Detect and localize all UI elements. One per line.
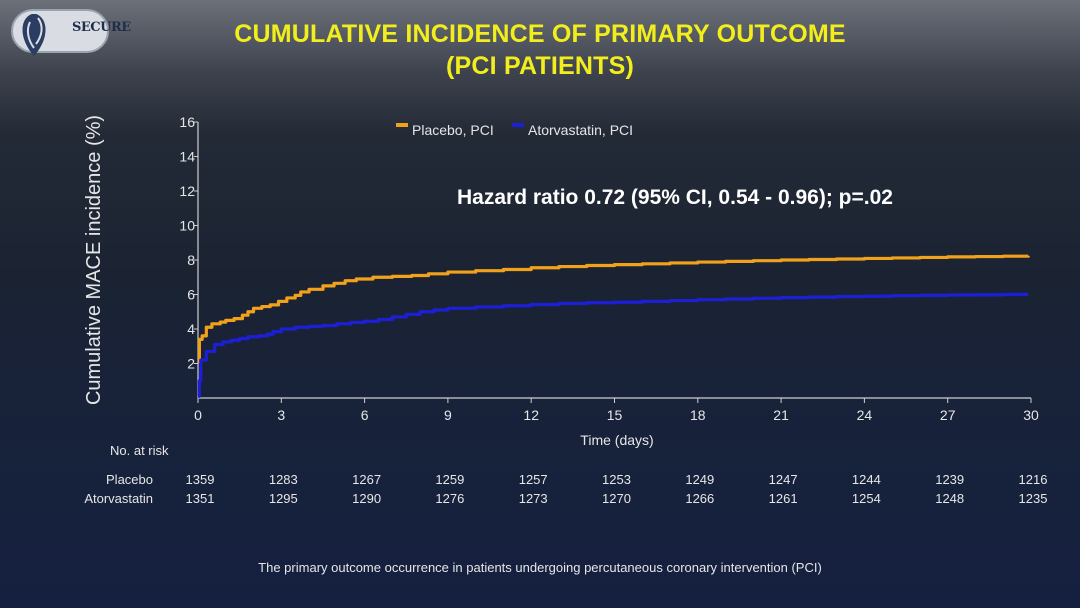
y-tick-label: 12	[179, 183, 195, 199]
x-tick-label: 12	[523, 407, 539, 423]
risk-count: 1235	[1018, 491, 1048, 506]
risk-count: 1244	[851, 472, 881, 487]
title-line-2: (PCI PATIENTS)	[446, 52, 634, 80]
slide-caption: The primary outcome occurrence in patien…	[258, 560, 822, 575]
risk-count: 1273	[518, 491, 548, 506]
legend-label: Placebo, PCI	[412, 122, 494, 138]
x-axis-label: Time (days)	[580, 432, 653, 448]
risk-count: 1261	[768, 491, 798, 506]
risk-count: 1259	[435, 472, 465, 487]
y-tick-label: 16	[179, 114, 195, 130]
x-tick-label: 0	[194, 407, 202, 423]
risk-count: 1351	[185, 491, 215, 506]
risk-count: 1359	[185, 472, 215, 487]
chart-series	[197, 254, 1030, 398]
risk-count: 1254	[851, 491, 881, 506]
x-tick-label: 21	[773, 407, 789, 423]
x-tick-label: 3	[277, 407, 285, 423]
secure-logo: SECURE	[10, 4, 131, 64]
chart-legend: Placebo, PCI Atorvastatin, PCI	[396, 122, 633, 138]
x-tick-label: 27	[940, 407, 956, 423]
heart-logo-icon	[11, 9, 109, 56]
y-tick-label: 6	[187, 287, 195, 303]
logo-text: SECURE	[72, 20, 131, 35]
risk-row-placebo: Placebo 1359 1283 1267 1259 1257 1253 1249 1247 1…	[0, 472, 1080, 490]
hazard-ratio-annotation: Hazard ratio 0.72 (95% CI, 0.54 - 0.96);…	[457, 186, 893, 209]
x-tick-label: 24	[857, 407, 873, 423]
x-tick-label: 30	[1023, 407, 1039, 423]
risk-count: 1216	[1018, 472, 1048, 487]
risk-count: 1270	[602, 491, 631, 506]
legend-label: Atorvastatin, PCI	[528, 122, 633, 138]
risk-table-header: No. at risk	[110, 443, 169, 458]
slide-title: CUMULATIVE INCIDENCE OF PRIMARY OUTCOME …	[0, 18, 1080, 82]
x-tick-label: 6	[361, 407, 369, 423]
risk-count: 1248	[935, 491, 965, 506]
risk-count: 1249	[685, 472, 715, 487]
risk-row-atorvastatin: Atorvastatin 1351 1295 1290 1276 1273 1270 1266…	[0, 491, 1080, 509]
risk-count: 1295	[268, 491, 298, 506]
series-line-placebo	[197, 254, 1030, 364]
risk-count: 1276	[435, 491, 465, 506]
y-axis-label: Cumulative MACE incidence (%)	[83, 115, 105, 405]
risk-row-label: Placebo	[106, 472, 153, 487]
x-tick-label: 15	[607, 407, 623, 423]
title-line-1: CUMULATIVE INCIDENCE OF PRIMARY OUTCOME	[234, 20, 846, 48]
y-tick-label: 14	[179, 149, 195, 165]
risk-row-label: Atorvastatin	[84, 491, 153, 506]
x-tick-label: 18	[690, 407, 706, 423]
risk-count: 1253	[602, 472, 631, 487]
risk-count: 1266	[685, 491, 715, 506]
x-tick-label: 9	[444, 407, 452, 423]
risk-count: 1247	[768, 472, 798, 487]
y-tick-label: 10	[179, 218, 195, 234]
risk-count: 1283	[268, 472, 298, 487]
risk-count: 1239	[935, 472, 965, 487]
risk-count: 1267	[352, 472, 382, 487]
series-line-atorvastatin	[197, 292, 1029, 398]
risk-count: 1290	[352, 491, 382, 506]
y-tick-label: 2	[187, 356, 195, 372]
y-tick-label: 8	[187, 252, 195, 268]
risk-count: 1257	[518, 472, 548, 487]
y-tick-label: 4	[187, 321, 195, 337]
